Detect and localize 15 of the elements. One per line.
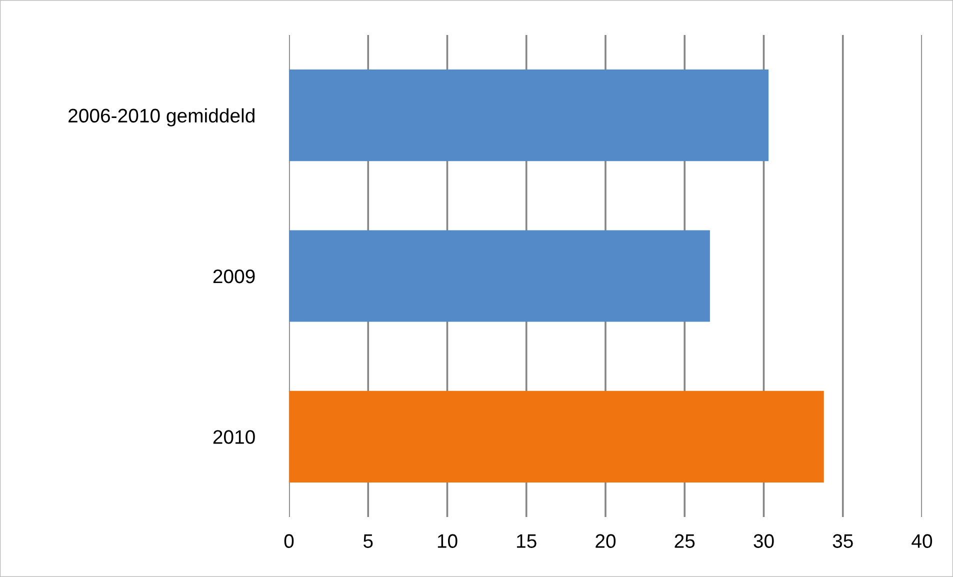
x-tick-label: 30 — [754, 534, 774, 548]
x-tick-label: 20 — [596, 534, 616, 548]
y-tick-label: 2010 — [213, 430, 255, 444]
x-tick-label: 0 — [284, 534, 294, 548]
y-tick-label: 2009 — [213, 269, 255, 284]
x-tick-label: 15 — [517, 534, 536, 548]
x-tick-label: 35 — [832, 534, 853, 548]
y-tick-label: 2006-2010 gemiddeld — [68, 108, 254, 126]
x-tick-label: 10 — [438, 534, 458, 548]
x-tick-label: 40 — [912, 534, 932, 548]
bar — [289, 70, 768, 162]
bar — [289, 230, 710, 322]
x-tick-label: 25 — [674, 534, 695, 548]
bar — [289, 390, 824, 482]
x-tick-label: 5 — [363, 534, 373, 548]
